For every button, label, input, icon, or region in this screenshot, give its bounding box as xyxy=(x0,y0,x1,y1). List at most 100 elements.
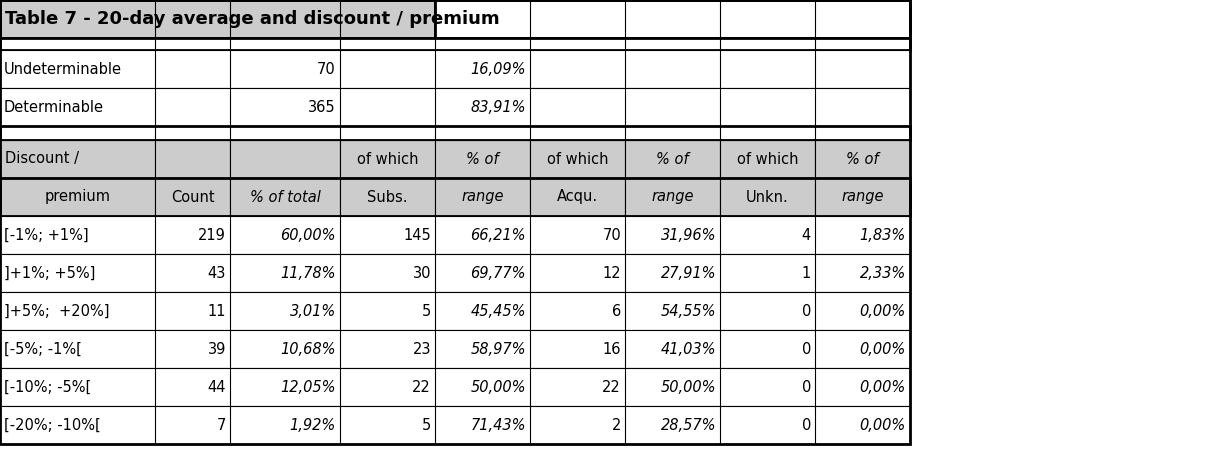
Bar xyxy=(816,178,910,216)
Text: [-1%; +1%]: [-1%; +1%] xyxy=(4,228,89,242)
Text: 219: 219 xyxy=(198,228,225,242)
Text: 0,00%: 0,00% xyxy=(860,418,906,432)
Bar xyxy=(719,178,816,216)
Text: 0,00%: 0,00% xyxy=(860,341,906,357)
Text: 22: 22 xyxy=(602,380,621,394)
Bar xyxy=(0,292,910,330)
Text: 45,45%: 45,45% xyxy=(471,303,526,319)
Bar xyxy=(0,50,910,88)
Bar xyxy=(625,178,719,216)
Bar xyxy=(0,126,910,140)
Text: 12,05%: 12,05% xyxy=(281,380,336,394)
Text: of which: of which xyxy=(547,151,609,167)
Text: 5: 5 xyxy=(421,303,431,319)
Text: 70: 70 xyxy=(602,228,621,242)
Bar xyxy=(0,254,910,292)
Text: 50,00%: 50,00% xyxy=(660,380,716,394)
Text: 60,00%: 60,00% xyxy=(281,228,336,242)
Text: Unkn.: Unkn. xyxy=(747,190,788,205)
Text: [-5%; -1%[: [-5%; -1%[ xyxy=(4,341,81,357)
Bar xyxy=(435,140,530,178)
Text: 11,78%: 11,78% xyxy=(281,265,336,280)
Text: Table 7 - 20-day average and discount / premium: Table 7 - 20-day average and discount / … xyxy=(5,10,500,28)
Text: 7: 7 xyxy=(217,418,225,432)
Text: premium: premium xyxy=(44,190,111,205)
Text: 39: 39 xyxy=(208,341,225,357)
Text: % of: % of xyxy=(657,151,689,167)
Text: 16,09%: 16,09% xyxy=(471,62,526,77)
Bar xyxy=(816,140,910,178)
Text: 50,00%: 50,00% xyxy=(471,380,526,394)
Text: Subs.: Subs. xyxy=(367,190,408,205)
Bar xyxy=(155,178,230,216)
Text: 0: 0 xyxy=(802,303,811,319)
Text: % of: % of xyxy=(846,151,878,167)
Text: 66,21%: 66,21% xyxy=(471,228,526,242)
Bar xyxy=(0,178,910,216)
Text: 0: 0 xyxy=(802,341,811,357)
Text: Count: Count xyxy=(171,190,214,205)
Text: of which: of which xyxy=(737,151,798,167)
Text: 0,00%: 0,00% xyxy=(860,303,906,319)
Text: 27,91%: 27,91% xyxy=(660,265,716,280)
Text: 58,97%: 58,97% xyxy=(471,341,526,357)
Text: 1,92%: 1,92% xyxy=(290,418,336,432)
Text: ]+1%; +5%]: ]+1%; +5%] xyxy=(4,265,95,280)
Text: 1,83%: 1,83% xyxy=(860,228,906,242)
Bar xyxy=(340,140,435,178)
Text: Undeterminable: Undeterminable xyxy=(4,62,122,77)
Text: % of: % of xyxy=(466,151,499,167)
Bar xyxy=(0,406,910,444)
Text: 16: 16 xyxy=(602,341,621,357)
Bar xyxy=(0,0,435,38)
Text: 4: 4 xyxy=(802,228,811,242)
Text: range: range xyxy=(461,190,504,205)
Bar xyxy=(0,140,910,178)
Bar xyxy=(0,140,155,178)
Text: of which: of which xyxy=(357,151,418,167)
Text: [-20%; -10%[: [-20%; -10%[ xyxy=(4,418,101,432)
Text: ]+5%;  +20%]: ]+5%; +20%] xyxy=(4,303,110,319)
Text: Discount /: Discount / xyxy=(5,151,79,167)
Text: 54,55%: 54,55% xyxy=(660,303,716,319)
Bar xyxy=(0,368,910,406)
Text: 83,91%: 83,91% xyxy=(471,100,526,114)
Text: % of total: % of total xyxy=(250,190,320,205)
Text: 22: 22 xyxy=(413,380,431,394)
Bar xyxy=(340,178,435,216)
Text: 0: 0 xyxy=(802,380,811,394)
Text: 28,57%: 28,57% xyxy=(660,418,716,432)
Bar xyxy=(530,140,625,178)
Text: 0: 0 xyxy=(802,418,811,432)
Text: Acqu.: Acqu. xyxy=(557,190,598,205)
Text: 2,33%: 2,33% xyxy=(860,265,906,280)
Text: 71,43%: 71,43% xyxy=(471,418,526,432)
Text: 43: 43 xyxy=(208,265,225,280)
Text: 145: 145 xyxy=(403,228,431,242)
Text: 6: 6 xyxy=(612,303,621,319)
Text: 41,03%: 41,03% xyxy=(660,341,716,357)
Text: 30: 30 xyxy=(413,265,431,280)
Bar xyxy=(230,178,340,216)
Text: 0,00%: 0,00% xyxy=(860,380,906,394)
Text: 31,96%: 31,96% xyxy=(660,228,716,242)
Bar xyxy=(435,0,910,38)
Bar xyxy=(0,88,910,126)
Bar xyxy=(230,140,340,178)
Bar xyxy=(0,38,910,50)
Bar xyxy=(530,178,625,216)
Text: range: range xyxy=(841,190,883,205)
Bar xyxy=(0,0,910,38)
Text: 23: 23 xyxy=(413,341,431,357)
Text: 1: 1 xyxy=(802,265,811,280)
Bar xyxy=(435,178,530,216)
Text: 44: 44 xyxy=(207,380,225,394)
Text: [-10%; -5%[: [-10%; -5%[ xyxy=(4,380,91,394)
Text: 70: 70 xyxy=(318,62,336,77)
Text: range: range xyxy=(652,190,694,205)
Bar xyxy=(155,140,230,178)
Text: 12: 12 xyxy=(602,265,621,280)
Text: 365: 365 xyxy=(308,100,336,114)
Bar xyxy=(625,140,719,178)
Bar xyxy=(0,330,910,368)
